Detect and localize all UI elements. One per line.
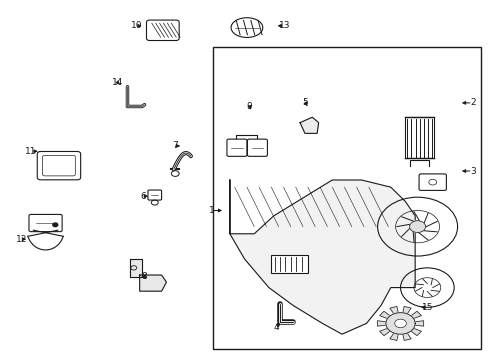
Text: 1: 1 [208, 206, 214, 215]
FancyBboxPatch shape [37, 152, 81, 180]
Polygon shape [410, 311, 421, 319]
Polygon shape [385, 313, 414, 334]
FancyBboxPatch shape [226, 139, 246, 156]
FancyBboxPatch shape [148, 190, 161, 200]
Ellipse shape [231, 18, 262, 37]
Text: 10: 10 [130, 21, 142, 30]
Text: 4: 4 [273, 323, 279, 332]
Circle shape [409, 221, 425, 233]
Text: 9: 9 [246, 102, 252, 111]
Bar [405, 117, 433, 158]
FancyBboxPatch shape [418, 174, 446, 190]
Bar [271, 255, 307, 273]
Text: 15: 15 [421, 303, 432, 312]
Polygon shape [229, 180, 414, 334]
Circle shape [394, 319, 406, 328]
Text: 5: 5 [302, 98, 308, 107]
Text: 7: 7 [172, 141, 178, 150]
Polygon shape [379, 328, 389, 336]
Polygon shape [130, 259, 142, 277]
FancyBboxPatch shape [146, 20, 179, 41]
Text: 3: 3 [469, 167, 475, 176]
Text: 8: 8 [142, 272, 147, 281]
FancyBboxPatch shape [42, 156, 75, 176]
Text: 12: 12 [16, 235, 27, 244]
Bar [212, 47, 480, 348]
Circle shape [53, 223, 58, 226]
Text: 2: 2 [469, 98, 474, 107]
Polygon shape [402, 306, 410, 314]
Polygon shape [389, 306, 397, 314]
Polygon shape [402, 333, 410, 341]
Text: 6: 6 [140, 192, 145, 201]
Polygon shape [300, 117, 318, 134]
Polygon shape [377, 321, 386, 326]
FancyBboxPatch shape [247, 139, 267, 156]
Text: 14: 14 [112, 78, 123, 87]
Text: 13: 13 [278, 21, 290, 30]
Polygon shape [410, 328, 421, 336]
FancyBboxPatch shape [29, 215, 62, 231]
Text: 11: 11 [25, 147, 37, 156]
Polygon shape [414, 321, 423, 326]
Polygon shape [379, 311, 389, 319]
Polygon shape [140, 275, 166, 291]
Polygon shape [389, 333, 397, 341]
